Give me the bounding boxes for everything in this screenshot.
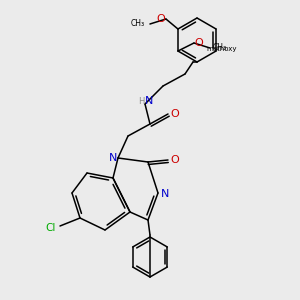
Text: O: O xyxy=(157,14,165,24)
Text: O: O xyxy=(171,155,179,165)
Text: O: O xyxy=(171,109,179,119)
Text: N: N xyxy=(161,189,169,199)
Text: N: N xyxy=(145,96,153,106)
Text: methoxy: methoxy xyxy=(207,46,237,52)
Text: H: H xyxy=(138,97,144,106)
Text: Cl: Cl xyxy=(46,223,56,233)
Text: N: N xyxy=(109,153,117,163)
Text: CH₃: CH₃ xyxy=(131,20,145,28)
Text: CH₃: CH₃ xyxy=(213,44,227,52)
Text: O: O xyxy=(195,38,203,48)
